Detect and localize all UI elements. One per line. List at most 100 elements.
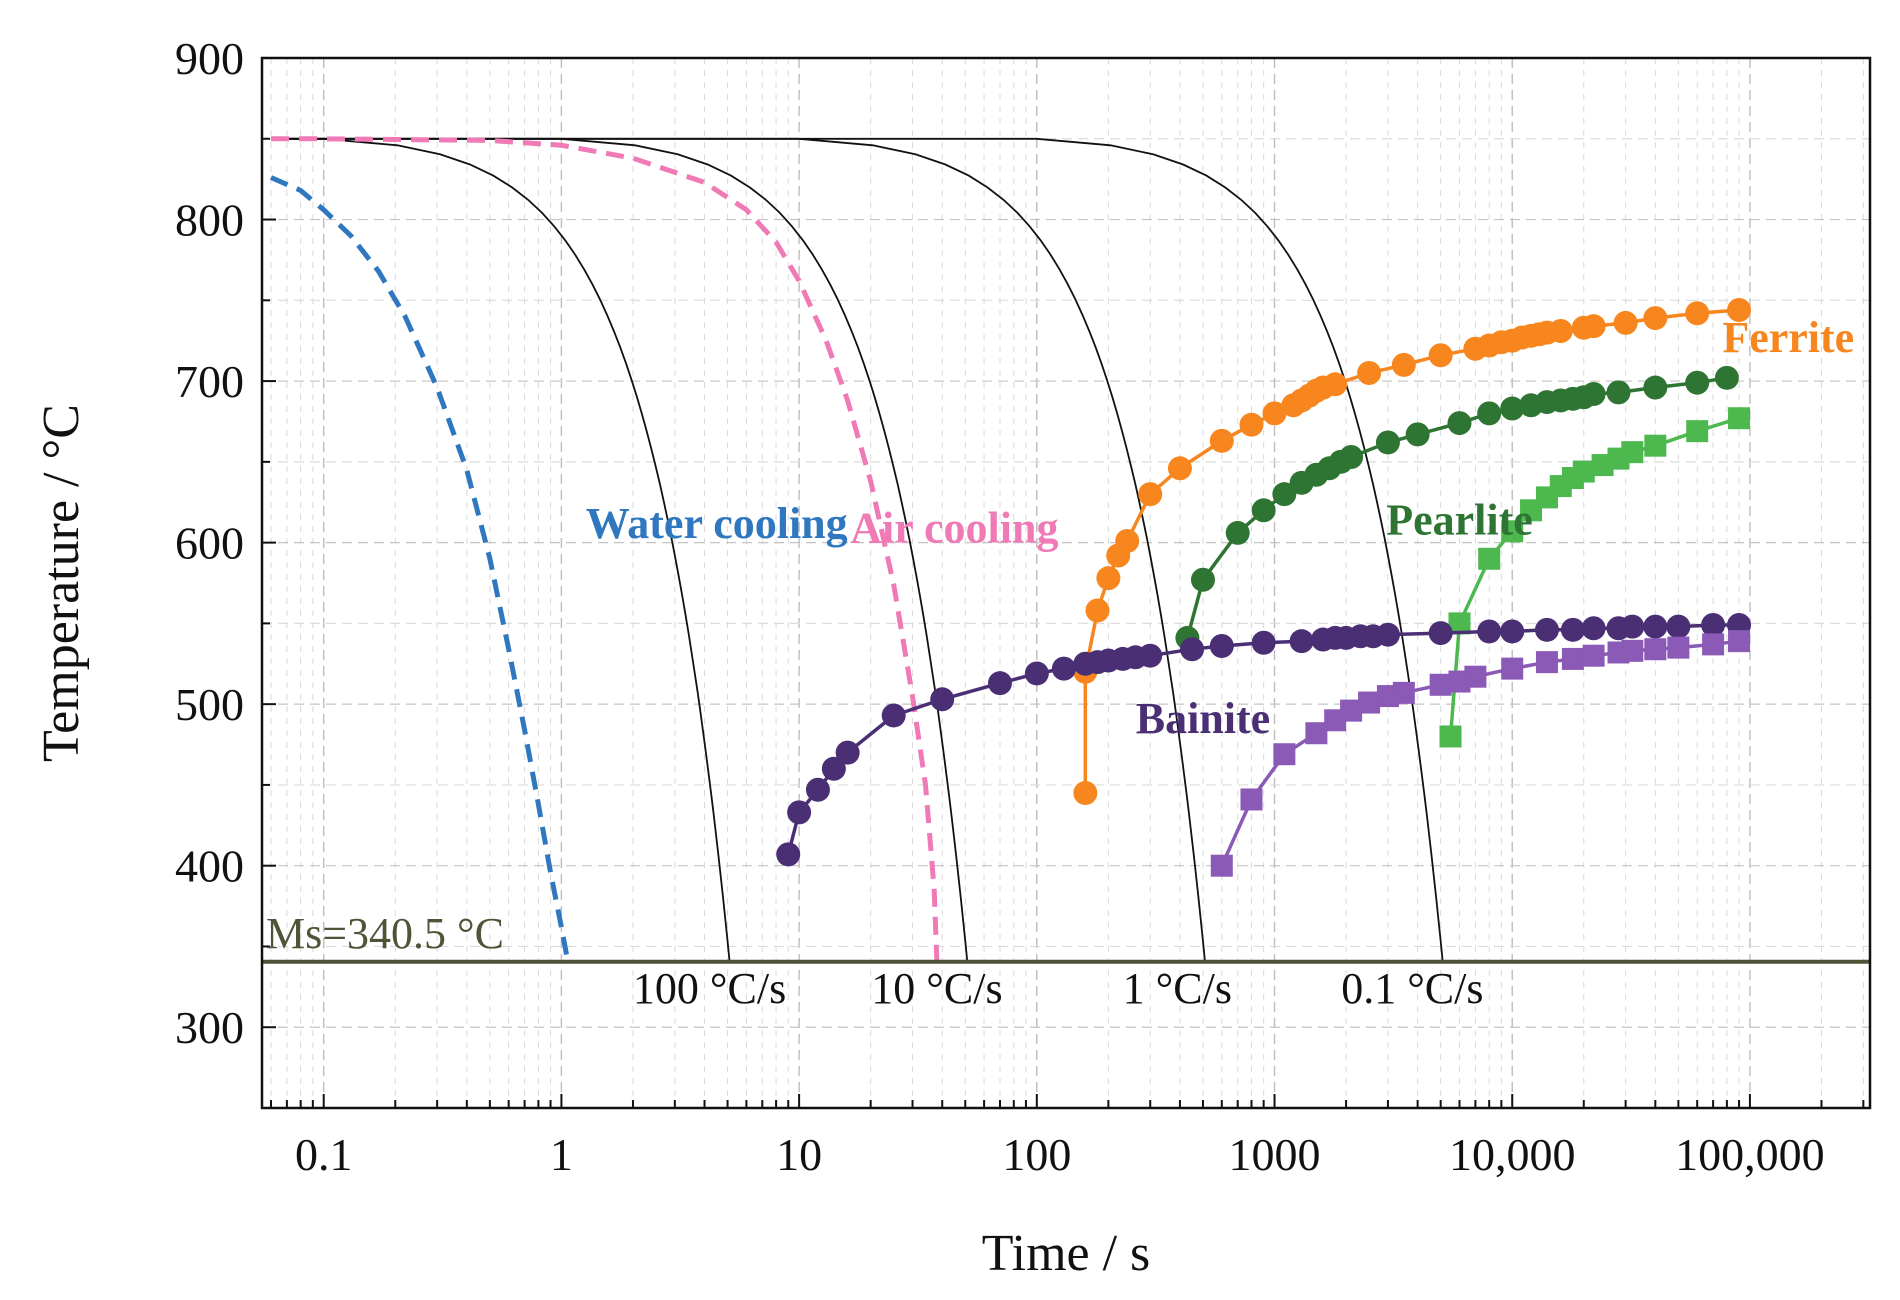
data-point	[1727, 298, 1752, 322]
data-point	[1138, 482, 1163, 507]
data-point	[1501, 520, 1524, 543]
data-point	[1534, 617, 1559, 642]
plot-frame	[260, 56, 1872, 1110]
x-tick-label: 10,000	[1449, 1129, 1576, 1180]
data-point	[1323, 372, 1348, 397]
data-point	[1701, 613, 1726, 637]
data-point	[1447, 411, 1472, 436]
cooling-curve	[273, 137, 969, 962]
data-point	[821, 756, 846, 781]
data-point	[1305, 722, 1328, 745]
cooling-curve	[273, 137, 731, 962]
data-point	[1138, 643, 1163, 668]
data-point	[1728, 407, 1751, 430]
data-point	[1251, 498, 1276, 523]
data-point	[1358, 691, 1381, 714]
series-label: Ferrite	[1722, 313, 1854, 362]
data-point	[1239, 412, 1264, 437]
y-tick-label: 500	[175, 679, 244, 730]
data-point	[1464, 665, 1487, 688]
data-point	[1340, 699, 1363, 722]
data-point	[776, 842, 801, 867]
y-tick-label: 800	[175, 195, 244, 246]
data-point	[1357, 361, 1382, 385]
data-point	[1643, 614, 1668, 639]
data-point	[1581, 314, 1606, 339]
series-pearlite	[1439, 407, 1751, 748]
special-cooling-curves	[269, 136, 940, 963]
x-tick-label: 100	[1002, 1129, 1071, 1180]
data-point	[1073, 781, 1098, 805]
data-point	[1428, 621, 1453, 646]
data-point	[1666, 614, 1691, 639]
data-point	[1500, 396, 1525, 421]
special-cooling-curve	[271, 136, 940, 963]
data-point	[930, 687, 955, 712]
special-curve-label: Water cooling	[586, 499, 848, 548]
data-point	[1667, 636, 1690, 659]
data-point	[1429, 673, 1452, 696]
data-point	[1572, 460, 1595, 483]
data-point	[1702, 633, 1725, 656]
data-point	[1621, 441, 1644, 464]
y-tick-label: 900	[175, 33, 244, 84]
series-bainite	[1210, 630, 1751, 877]
x-tick-label: 1000	[1229, 1129, 1321, 1180]
y-tick-label: 700	[175, 356, 244, 407]
data-point	[1714, 365, 1739, 390]
x-axis-title: Time / s	[982, 1225, 1151, 1282]
data-point	[1613, 310, 1638, 335]
data-point	[1289, 629, 1314, 654]
special-curve-label: Air cooling	[850, 504, 1058, 553]
data-point	[1561, 647, 1584, 670]
data-point	[1621, 639, 1644, 662]
x-tick-label: 1	[550, 1129, 573, 1180]
x-tick-label: 100,000	[1675, 1129, 1825, 1180]
data-point	[1582, 644, 1605, 667]
data-point	[1391, 352, 1416, 377]
data-point	[1478, 547, 1501, 570]
cooling-rate-label: 100 °C/s	[633, 964, 786, 1013]
data-point	[1190, 567, 1215, 592]
data-point	[1728, 630, 1751, 653]
data-point	[1428, 343, 1453, 368]
data-point	[1685, 301, 1710, 326]
data-point	[1620, 614, 1645, 639]
data-point	[1560, 617, 1585, 642]
data-point	[1272, 482, 1297, 507]
data-point	[1477, 401, 1502, 426]
x-tick-label: 0.1	[295, 1129, 353, 1180]
data-point	[835, 740, 860, 765]
data-point	[1273, 743, 1296, 766]
data-point	[1085, 598, 1110, 623]
cooling-curves	[273, 137, 1444, 962]
series-pearlite	[1175, 365, 1739, 650]
series-bainite	[776, 613, 1752, 867]
data-point	[1240, 788, 1263, 811]
data-point	[1606, 380, 1631, 405]
data-point	[1051, 656, 1076, 681]
data-point	[1501, 657, 1524, 680]
y-axis-title: Temperature / °C	[33, 404, 90, 762]
data-point	[1686, 420, 1709, 443]
series-label: Bainite	[1136, 694, 1270, 743]
data-point	[1644, 638, 1667, 661]
data-point	[1581, 616, 1606, 641]
phase-series	[776, 298, 1752, 877]
cooling-curve	[273, 137, 1444, 962]
data-point	[1375, 622, 1400, 647]
cooling-rate-label: 10 °C/s	[871, 964, 1002, 1013]
data-point	[1262, 401, 1287, 426]
data-point	[1644, 434, 1667, 457]
data-point	[881, 703, 906, 728]
data-point	[1096, 566, 1121, 591]
axis-ticks: 0.1 1 10 100 1000 10,000 100,000 300 400 500 600 70…	[175, 33, 1865, 1180]
series-label: Pearlite	[1386, 496, 1533, 545]
data-point	[1548, 319, 1573, 343]
cooling-rate-label: 0.1 °C/s	[1341, 964, 1483, 1013]
data-point	[1448, 612, 1471, 635]
data-point	[988, 671, 1013, 696]
data-point	[1180, 637, 1205, 662]
grid	[262, 58, 1870, 1108]
